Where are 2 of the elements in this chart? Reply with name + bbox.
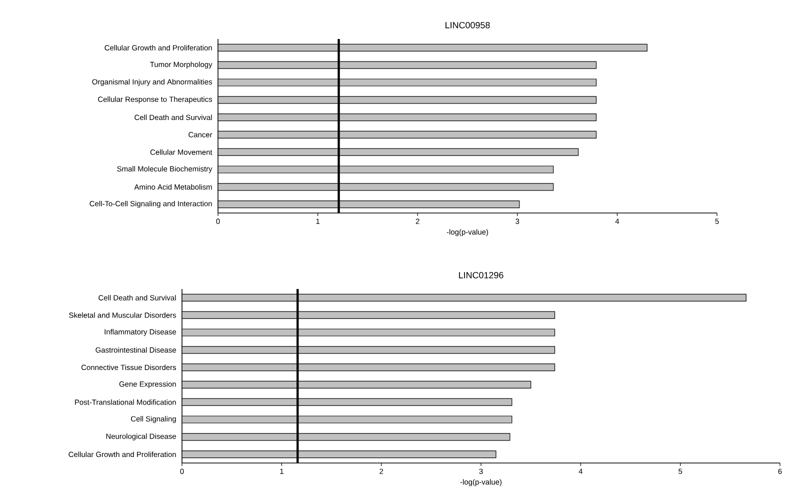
chart-title: LINC00958 (446, 22, 490, 28)
chart-title: LINC01296 (459, 272, 504, 278)
